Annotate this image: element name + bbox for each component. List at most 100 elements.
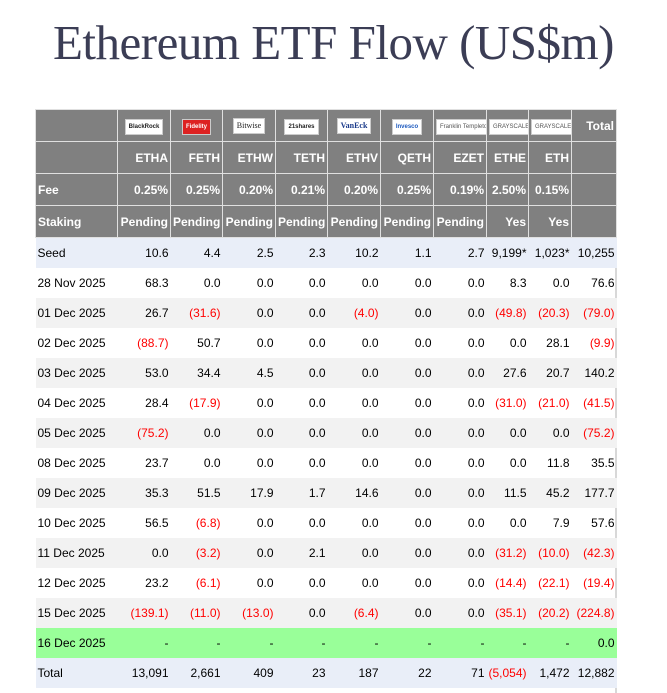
flow-cell: 0.0: [467, 516, 485, 530]
row-label: 11 Dec 2025: [35, 538, 118, 568]
table-row: 05 Dec 2025 (75.2) 0.0 0.0 0.0 0.0 0.0 0.0 0.0 0.…: [35, 418, 617, 448]
flow-cell: 0.0: [308, 456, 326, 470]
vaneck-logo: VanEck: [336, 118, 372, 134]
flow-cell: 0.0: [380, 598, 434, 628]
row-label: 08 Dec 2025: [37, 456, 106, 470]
staking-value: Pending: [433, 205, 487, 238]
flow-cell: 0.0: [275, 358, 328, 388]
flow-cell: 0.0: [222, 418, 276, 448]
flow-cell: (10.0): [528, 538, 572, 568]
flow-cell: -: [275, 628, 328, 658]
flow-cell: -: [528, 628, 572, 658]
row-label: 03 Dec 2025: [35, 358, 118, 388]
franklin-templeton-logo: Franklin Templeton: [436, 118, 486, 135]
row-total-cell: 76.6: [591, 276, 615, 290]
flow-cell: 0.0: [380, 538, 434, 568]
row-total-cell: (224.8): [571, 598, 617, 628]
staking-value: Yes: [486, 205, 529, 238]
row-total-cell: (75.2): [571, 418, 617, 448]
flow-cell: 0.0: [275, 298, 328, 328]
flow-cell: 187: [327, 658, 381, 688]
flow-cell: 2.7: [433, 237, 487, 268]
flow-cell: 0.0: [327, 538, 381, 568]
flow-cell: 0.0: [361, 276, 379, 290]
ticker-header: ETH: [528, 141, 572, 174]
ticker-header: EZET: [433, 141, 487, 174]
invesco-logo: Invesco: [391, 118, 423, 135]
grayscale-logo: GRAYSCALE: [489, 118, 528, 135]
flow-cell: (14.4): [495, 576, 527, 590]
flow-cell: 1,023*: [528, 237, 572, 268]
flow-cell: -: [433, 628, 487, 658]
flow-cell: 0.0: [552, 276, 570, 290]
flow-cell: (31.2): [486, 538, 529, 568]
flow-cell: 0.0: [433, 358, 487, 388]
etf-flow-table: BlackRock Fidelity Bitwise 21shares VanE…: [35, 109, 617, 688]
flow-cell: 0.0: [256, 516, 274, 530]
row-label: Total: [35, 658, 118, 688]
ticker-header: QETH: [380, 141, 434, 174]
row-label: 09 Dec 2025: [35, 478, 118, 508]
row-total-cell: (41.5): [583, 396, 615, 410]
table-row: 12 Dec 2025 23.2 (6.1) 0.0 0.0 0.0 0.0 0.0 (14.4…: [36, 568, 617, 598]
flow-cell: 0.0: [467, 276, 485, 290]
flow-cell: 0.0: [380, 298, 434, 328]
flow-cell: (75.2): [117, 418, 171, 448]
flow-cell: 1,472: [528, 658, 572, 688]
flow-cell: 10.6: [117, 237, 171, 268]
total-row: Total 13,091 2,661 409 23 187 22 71 (5,054) 1,472…: [35, 658, 617, 688]
flow-cell: 0.0: [308, 516, 326, 530]
row-total-cell: 140.2: [571, 358, 617, 388]
flow-cell: (139.1): [117, 598, 171, 628]
flow-cell: 0.0: [361, 456, 379, 470]
flow-cell: 0.0: [361, 396, 379, 410]
table-row: 16 Dec 2025- - - - - - - - -0.0: [35, 628, 617, 658]
flow-cell: 0.0: [327, 358, 381, 388]
bitwise-logo: Bitwise: [232, 118, 266, 134]
flow-cell: 0.0: [414, 396, 432, 410]
flow-cell: 0.0: [361, 516, 379, 530]
fee-value: 0.25%: [170, 173, 223, 206]
staking-value: Pending: [327, 205, 381, 238]
page-title: Ethereum ETF Flow (US$m): [53, 15, 614, 70]
flow-cell: 2,661: [170, 658, 223, 688]
staking-label: Staking: [35, 205, 118, 238]
ticker-header: ETHV: [327, 141, 381, 174]
flow-cell: (13.0): [222, 598, 276, 628]
flow-cell: 0.0: [509, 336, 527, 350]
flow-cell: (6.1): [195, 576, 221, 590]
empty-cell: [571, 141, 617, 174]
row-total-cell: 57.6: [591, 516, 615, 530]
flow-cell: 0.0: [275, 418, 328, 448]
flow-cell: (5,054): [486, 658, 529, 688]
row-label: 01 Dec 2025: [35, 298, 118, 328]
fee-value: 0.20%: [222, 173, 276, 206]
flow-cell: 11.8: [547, 456, 570, 470]
flow-cell: 10.2: [327, 237, 381, 268]
flow-cell: (6.4): [327, 598, 381, 628]
flow-cell: 28.4: [145, 396, 169, 410]
flow-cell: -: [117, 628, 171, 658]
table-row: 10 Dec 2025 56.5 (6.8) 0.0 0.0 0.0 0.0 0.0 0.0 7.…: [36, 508, 617, 538]
fee-value: 0.25%: [117, 173, 171, 206]
flow-cell: 26.7: [117, 298, 171, 328]
seed-row: Seed 10.6 4.4 2.5 2.3 10.2 1.1 2.7 9,199* 1,023* 1…: [35, 237, 617, 268]
table-row: 09 Dec 2025 35.3 51.5 17.9 1.7 14.6 0.0 0.0 11.5…: [35, 478, 617, 508]
flow-cell: 0.0: [433, 478, 487, 508]
flow-cell: 4.5: [222, 358, 276, 388]
flow-cell: 9,199*: [486, 237, 529, 268]
flow-cell: -: [327, 628, 381, 658]
flow-cell: 0.0: [467, 336, 485, 350]
fee-row: Fee 0.25% 0.25% 0.20% 0.21% 0.20% 0.25% 0.19% 2.…: [35, 173, 617, 206]
row-total-cell: (79.0): [571, 298, 617, 328]
flow-cell: (21.0): [538, 396, 570, 410]
flow-cell: 0.0: [308, 576, 326, 590]
flow-cell: 23.2: [145, 576, 169, 590]
flow-cell: (17.9): [189, 396, 221, 410]
staking-row: Staking Pending Pending Pending Pending Pendi…: [35, 205, 617, 238]
row-total-cell: 35.5: [591, 456, 615, 470]
row-label: 05 Dec 2025: [35, 418, 118, 448]
fee-value: 0.19%: [433, 173, 487, 206]
flow-cell: (6.8): [195, 516, 221, 530]
flow-cell: 0.0: [414, 516, 432, 530]
